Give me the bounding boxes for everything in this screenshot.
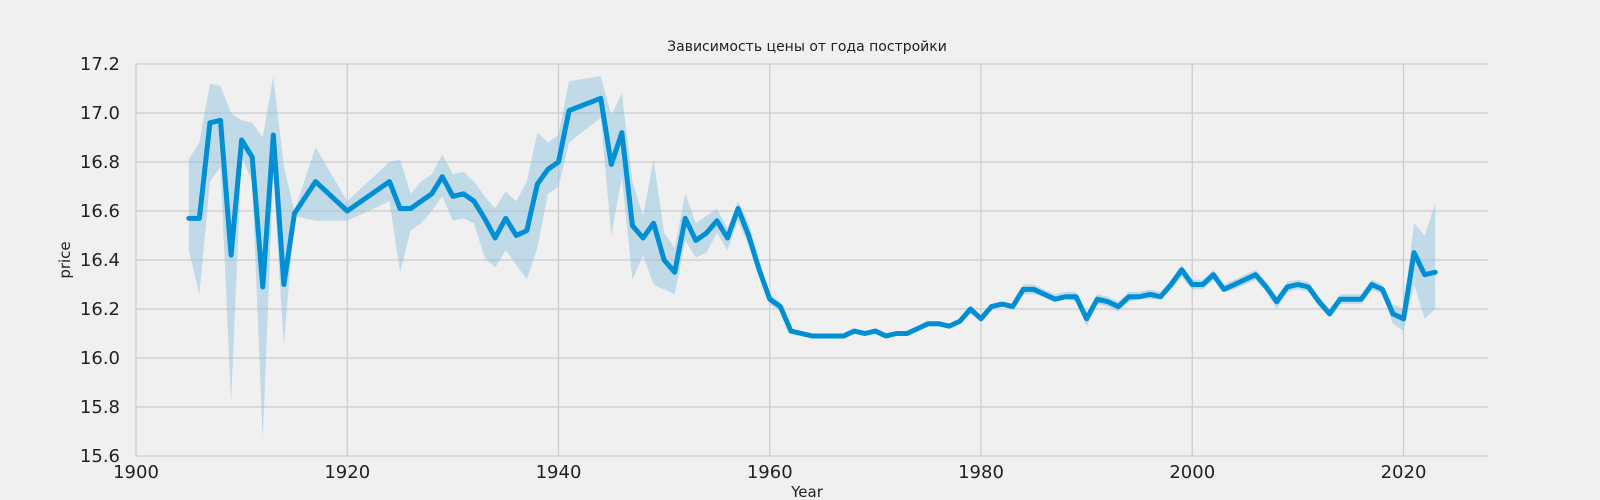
y-tick-label: 17.2 (80, 54, 120, 75)
x-axis-label: Year (790, 483, 824, 500)
x-tick-label: 1920 (324, 462, 370, 483)
x-tick-label: 1900 (113, 462, 159, 483)
y-tick-label: 15.6 (80, 446, 120, 467)
x-tick-label: 2000 (1169, 462, 1215, 483)
x-axis-ticks: 1900 1920 1940 1960 1980 2000 2020 (113, 462, 1426, 483)
series-line (186, 95, 1438, 339)
x-tick-label: 2020 (1381, 462, 1427, 483)
y-tick-label: 15.8 (80, 397, 120, 418)
y-tick-label: 16.0 (80, 348, 120, 369)
y-axis-label: price (56, 241, 74, 278)
y-tick-label: 17.0 (80, 103, 120, 124)
series-line-layer (186, 95, 1438, 339)
y-tick-label: 16.8 (80, 152, 120, 173)
y-tick-label: 16.2 (80, 299, 120, 320)
x-tick-label: 1980 (958, 462, 1004, 483)
y-tick-label: 16.4 (80, 250, 120, 271)
x-tick-label: 1960 (747, 462, 793, 483)
y-tick-label: 16.6 (80, 201, 120, 222)
grid (135, 63, 1488, 457)
x-tick-label: 1940 (536, 462, 582, 483)
chart-title: Зависимость цены от года постройки (667, 39, 947, 55)
y-axis-ticks: 15.6 15.8 16.0 16.2 16.4 16.6 16.8 17.0 17.2 (80, 54, 120, 467)
